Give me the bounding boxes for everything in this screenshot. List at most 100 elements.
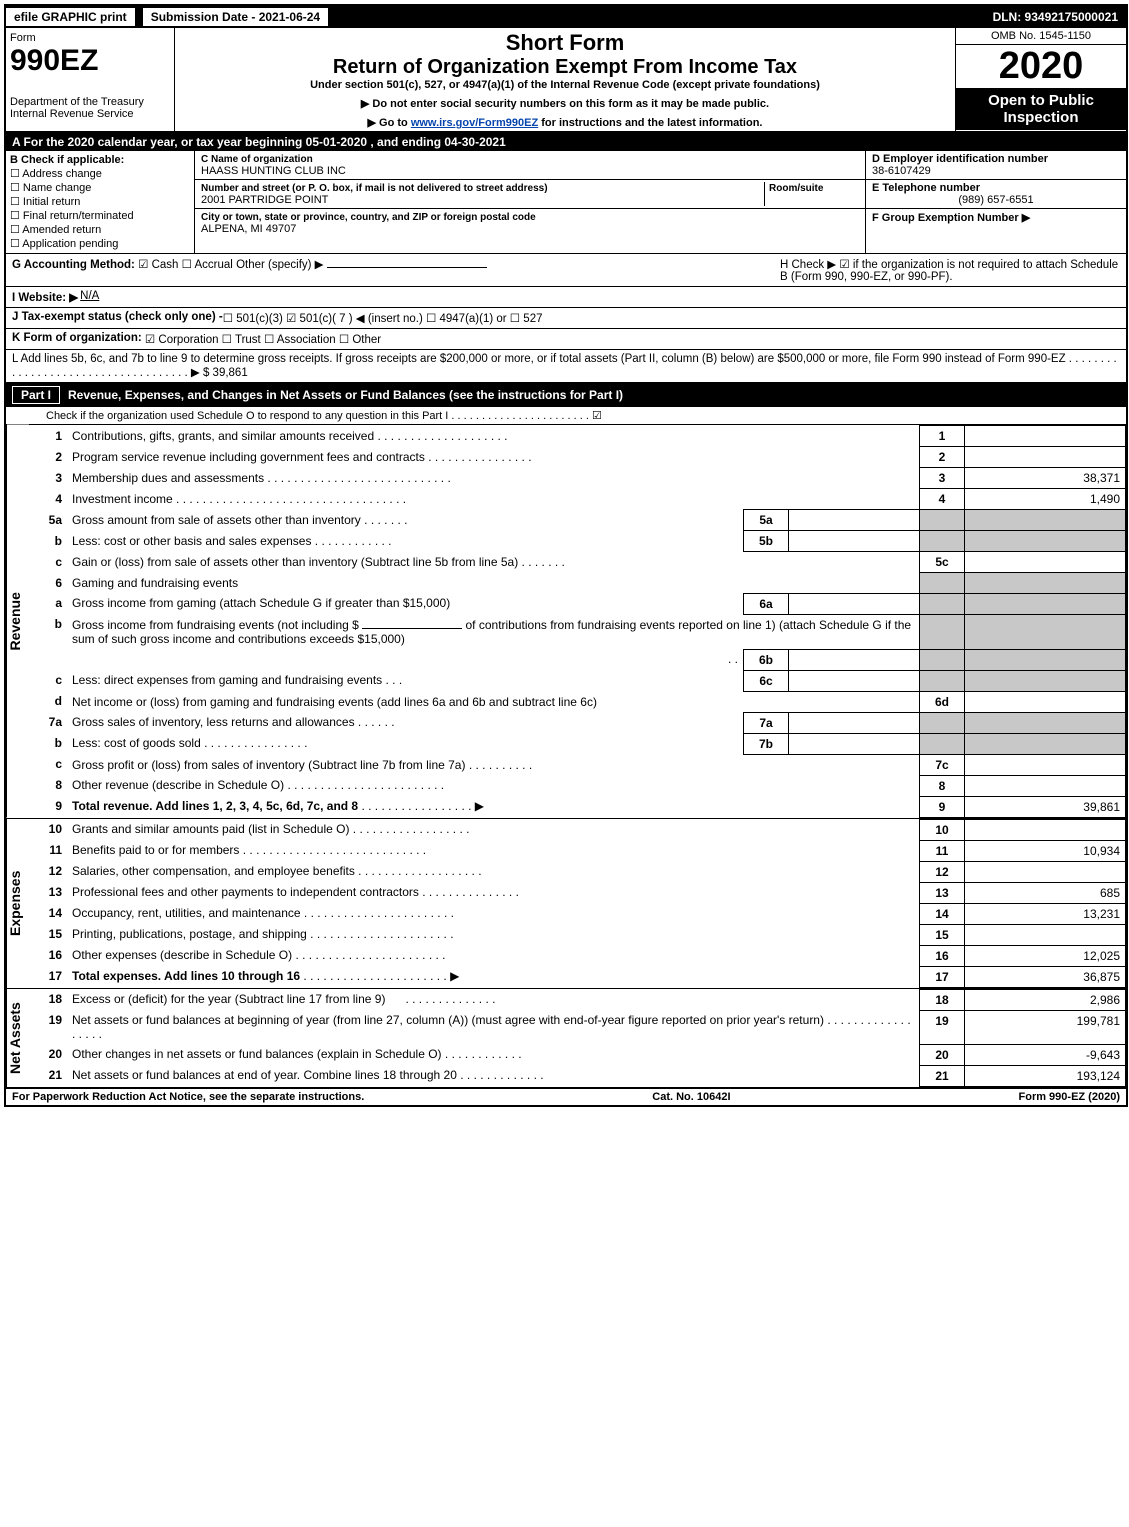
top-bar: efile GRAPHIC print Submission Date - 20… [6,6,1126,28]
row-6b-lineno-g [920,614,965,649]
row-8-lineno: 8 [920,775,965,796]
dept-treasury: Department of the Treasury [10,96,170,108]
irs-link[interactable]: www.irs.gov/Form990EZ [411,117,538,129]
row-6b2-amt [965,649,1126,670]
row-12-num: 12 [29,861,67,882]
row-5a-mini: 5a [744,510,789,531]
g-cash[interactable]: ☑ Cash [138,259,178,271]
row-10-lineno: 10 [920,819,965,840]
l-text: L Add lines 5b, 6c, and 7b to line 9 to … [12,353,1120,379]
k-opts[interactable]: ☑ Corporation ☐ Trust ☐ Association ☐ Ot… [145,332,381,346]
row-5a-minival [789,510,920,531]
row-13-desc: Professional fees and other payments to … [72,885,419,899]
row-20-lineno: 20 [920,1044,965,1065]
row-6d-lineno: 6d [920,691,965,712]
tax-year: 2020 [956,45,1126,88]
row-11-amt: 10,934 [965,840,1126,861]
row-20-desc: Other changes in net assets or fund bala… [72,1047,442,1061]
row-12-amt [965,861,1126,882]
revenue-table: 1 Contributions, gifts, grants, and simil… [29,425,1126,818]
row-21-lineno: 21 [920,1065,965,1086]
row-20-amt: -9,643 [965,1044,1126,1065]
row-11-desc: Benefits paid to or for members [72,843,239,857]
cb-address[interactable]: ☐ Address change [10,167,190,180]
row-10-num: 10 [29,819,67,840]
col-c-org: C Name of organization HAASS HUNTING CLU… [195,151,865,253]
row-14-lineno: 14 [920,903,965,924]
row-5a-lineno [920,510,965,531]
phone-label: E Telephone number [872,182,980,194]
row-1-desc: Contributions, gifts, grants, and simila… [72,429,374,443]
row-4-desc: Investment income [72,492,173,506]
row-10-amt [965,819,1126,840]
row-6b-desc1: Gross income from fundraising events (no… [72,618,359,632]
row-6-num: 6 [29,573,67,594]
row-2-num: 2 [29,447,67,468]
row-17-desc: Total expenses. Add lines 10 through 16 [72,969,300,983]
street-label: Number and street (or P. O. box, if mail… [201,183,548,194]
cb-final[interactable]: ☐ Final return/terminated [10,209,190,222]
row-3-amt: 38,371 [965,468,1126,489]
footer-right: Form 990-EZ (2020) [1019,1091,1120,1103]
row-10-desc: Grants and similar amounts paid (list in… [72,822,349,836]
row-l: L Add lines 5b, 6c, and 7b to line 9 to … [6,350,1126,383]
row-7a-amt [965,712,1126,733]
row-9-lineno: 9 [920,796,965,817]
row-4-num: 4 [29,489,67,510]
i-label: I Website: ▶ [12,290,78,304]
org-name: HAASS HUNTING CLUB INC [201,165,346,177]
row-7b-mini: 7b [744,733,789,754]
row-6d-amt [965,691,1126,712]
info-block: B Check if applicable: ☐ Address change … [6,151,1126,254]
row-6d-desc: Net income or (loss) from gaming and fun… [72,695,597,709]
row-8-desc: Other revenue (describe in Schedule O) [72,778,284,792]
cb-initial[interactable]: ☐ Initial return [10,195,190,208]
row-16-amt: 12,025 [965,945,1126,966]
row-k: K Form of organization: ☑ Corporation ☐ … [6,329,1126,350]
row-9-num: 9 [29,796,67,817]
row-6c-minival [789,670,920,691]
row-16-desc: Other expenses (describe in Schedule O) [72,948,292,962]
footer-left: For Paperwork Reduction Act Notice, see … [12,1091,364,1103]
col-b-checkboxes: B Check if applicable: ☐ Address change … [6,151,195,253]
row-15-desc: Printing, publications, postage, and shi… [72,927,307,941]
row-21-desc: Net assets or fund balances at end of ye… [72,1068,457,1082]
ein-label: D Employer identification number [872,153,1048,165]
row-6a-desc: Gross income from gaming (attach Schedul… [72,596,450,610]
row-16-num: 16 [29,945,67,966]
row-8-num: 8 [29,775,67,796]
row-18-amt: 2,986 [965,989,1126,1010]
cb-name[interactable]: ☐ Name change [10,181,190,194]
row-6b-num: b [29,614,67,649]
row-6b-mini: 6b [744,649,789,670]
row-9-desc: Total revenue. Add lines 1, 2, 3, 4, 5c,… [72,799,358,813]
room-label: Room/suite [769,183,823,194]
row-15-amt [965,924,1126,945]
row-13-num: 13 [29,882,67,903]
row-1-lineno: 1 [920,426,965,447]
g-accrual[interactable]: ☐ Accrual [182,259,233,271]
net-assets-table: 18Excess or (deficit) for the year (Subt… [29,989,1126,1087]
row-5c-lineno: 5c [920,552,965,573]
row-18-desc: Excess or (deficit) for the year (Subtra… [72,992,385,1006]
row-7a-mini: 7a [744,712,789,733]
net-assets-section: Net Assets 18Excess or (deficit) for the… [6,989,1126,1089]
row-6a-amt [965,593,1126,614]
j-opts[interactable]: ☐ 501(c)(3) ☑ 501(c)( 7 ) ◀ (insert no.)… [223,311,543,325]
row-21-amt: 193,124 [965,1065,1126,1086]
expenses-section: Expenses 10 Grants and similar amounts pa… [6,819,1126,989]
g-other[interactable]: Other (specify) ▶ [236,259,323,271]
expenses-side-label: Expenses [6,819,29,988]
open-public: Open to Public Inspection [956,88,1126,130]
row-13-lineno: 13 [920,882,965,903]
efile-print[interactable]: efile GRAPHIC print [6,8,137,26]
cb-pending[interactable]: ☐ Application pending [10,237,190,250]
cb-amended[interactable]: ☐ Amended return [10,223,190,236]
row-7b-minival [789,733,920,754]
under-section: Under section 501(c), 527, or 4947(a)(1)… [181,79,949,91]
phone-value: (989) 657-6551 [872,194,1120,206]
row-6c-amt [965,670,1126,691]
header-center: Short Form Return of Organization Exempt… [175,28,955,131]
row-2-amt [965,447,1126,468]
row-19-num: 19 [29,1010,67,1044]
